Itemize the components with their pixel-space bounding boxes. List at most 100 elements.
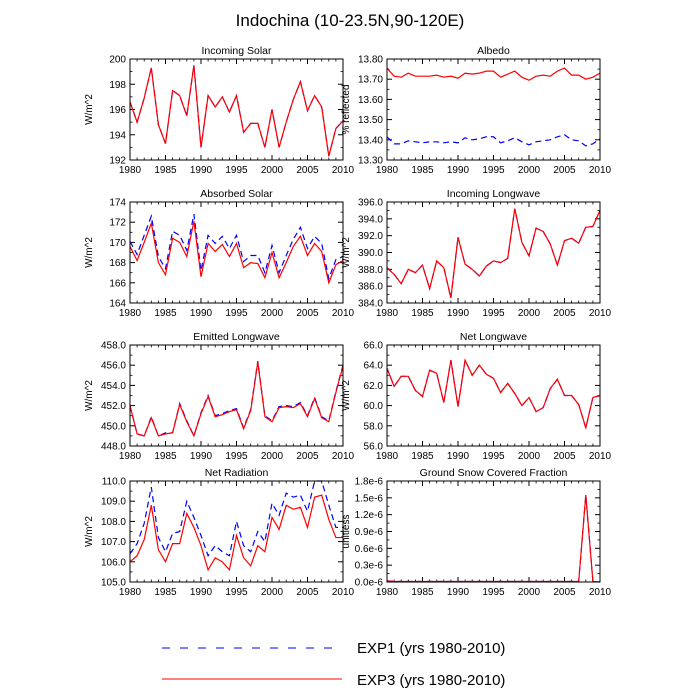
series-line-exp1 <box>386 494 601 583</box>
x-tick-label: 1995 <box>482 451 505 462</box>
x-tick-label: 2010 <box>589 308 612 319</box>
x-tick-label: 1985 <box>411 587 434 598</box>
y-tick-label: 194 <box>109 130 126 141</box>
x-tick-label: 1980 <box>376 165 399 176</box>
x-tick-label: 1995 <box>225 308 248 319</box>
x-tick-label: 1990 <box>190 451 213 462</box>
y-tick-label: 386.0 <box>358 282 383 293</box>
y-axis-label: W/m^2 <box>341 380 352 411</box>
y-tick-label: 168 <box>109 258 126 269</box>
plot-frame <box>386 344 601 447</box>
plot-frame <box>386 58 601 161</box>
series-line-exp3 <box>386 208 601 299</box>
y-tick-label: 13.50 <box>358 115 383 126</box>
panel-net-longwave: Net Longwave W/m^2 1980 1985 1990 1995 2000 200… <box>341 331 612 462</box>
y-axis-label: unitless <box>341 515 352 549</box>
x-tick-label: 2010 <box>589 165 612 176</box>
plot-frame <box>129 201 344 304</box>
y-tick-label: 13.70 <box>358 75 383 86</box>
y-tick-label: 58.0 <box>364 421 384 432</box>
series-line-exp3 <box>386 494 601 583</box>
y-tick-label: 198 <box>109 80 126 91</box>
series-line-exp1 <box>386 208 601 299</box>
y-axis-label: W/m^2 <box>84 380 95 411</box>
y-tick-label: 108.0 <box>101 517 126 528</box>
plot-frame <box>386 201 601 304</box>
y-tick-label: 56.0 <box>364 442 384 453</box>
panel-emitted-longwave: Emitted Longwave W/m^2 1980 1985 1990 1995 200… <box>84 331 355 462</box>
x-tick-label: 2000 <box>518 451 541 462</box>
x-tick-label: 2010 <box>332 165 355 176</box>
y-tick-label: 166 <box>109 278 126 289</box>
series-line-exp3 <box>386 67 601 81</box>
y-tick-label: 448.0 <box>101 442 126 453</box>
y-tick-label: 62.0 <box>364 381 384 392</box>
y-tick-label: 394.0 <box>358 214 383 225</box>
series-line-exp1 <box>386 134 601 147</box>
x-tick-label: 1985 <box>411 308 434 319</box>
panel-title: Albedo <box>477 45 510 57</box>
x-tick-label: 1990 <box>447 451 470 462</box>
y-tick-label: 170 <box>109 238 126 249</box>
panel-ground-snow-covered-fraction: Ground Snow Covered Fraction unitless 1980… <box>341 467 612 598</box>
x-tick-label: 1990 <box>447 587 470 598</box>
x-tick-label: 2000 <box>518 165 541 176</box>
x-tick-label: 2010 <box>332 587 355 598</box>
panel-title: Net Radiation <box>205 467 269 479</box>
x-tick-label: 2000 <box>261 308 284 319</box>
panel-incoming-longwave: Incoming Longwave W/m^2 1980 1985 1990 1995 20… <box>341 188 612 319</box>
y-tick-label: 0.6e-6 <box>355 544 384 555</box>
x-tick-label: 1990 <box>447 308 470 319</box>
x-tick-label: 1990 <box>447 165 470 176</box>
panel-albedo: Albedo % reflected 1980 1985 1990 1995 2000 200… <box>341 45 612 176</box>
y-tick-label: 388.0 <box>358 265 383 276</box>
y-tick-label: 192 <box>109 156 126 167</box>
x-tick-label: 2005 <box>553 308 576 319</box>
y-tick-label: 109.0 <box>101 497 126 508</box>
x-tick-label: 1980 <box>376 308 399 319</box>
legend-label-exp3: EXP3 (yrs 1980-2010) <box>357 672 505 689</box>
x-tick-label: 2005 <box>296 165 319 176</box>
y-tick-label: 0.0e-6 <box>355 578 384 589</box>
y-axis-label: % reflected <box>341 84 352 134</box>
x-tick-label: 2010 <box>332 451 355 462</box>
x-tick-label: 1980 <box>119 451 142 462</box>
x-tick-label: 2005 <box>553 587 576 598</box>
y-tick-label: 1.2e-6 <box>355 510 384 521</box>
y-tick-label: 200 <box>109 55 126 66</box>
y-axis-label: W/m^2 <box>84 94 95 125</box>
y-axis-label: W/m^2 <box>84 516 95 547</box>
panel-title: Net Longwave <box>460 331 527 343</box>
y-tick-label: 456.0 <box>101 361 126 372</box>
x-tick-label: 2005 <box>553 451 576 462</box>
x-tick-label: 1995 <box>225 587 248 598</box>
x-tick-label: 2005 <box>296 451 319 462</box>
series-line-exp3 <box>129 362 344 438</box>
x-tick-label: 2000 <box>261 165 284 176</box>
series-line-exp3 <box>386 358 601 431</box>
y-tick-label: 0.9e-6 <box>355 527 384 538</box>
panel-net-radiation: Net Radiation W/m^2 1980 1985 1990 1995 2000 20… <box>84 467 355 598</box>
y-tick-label: 13.80 <box>358 55 383 66</box>
y-tick-label: 172 <box>109 218 126 229</box>
panel-grid: Incoming Solar W/m^2 1980 1985 1990 1995 2000 2… <box>84 45 612 598</box>
x-tick-label: 2010 <box>332 308 355 319</box>
x-tick-label: 2000 <box>261 451 284 462</box>
x-tick-label: 1980 <box>376 587 399 598</box>
y-tick-label: 1.5e-6 <box>355 493 384 504</box>
x-tick-label: 1985 <box>154 451 177 462</box>
y-tick-label: 458.0 <box>101 341 126 352</box>
x-tick-label: 1995 <box>225 165 248 176</box>
x-tick-label: 1985 <box>154 165 177 176</box>
panel-title: Ground Snow Covered Fraction <box>420 467 568 479</box>
y-axis-label: W/m^2 <box>84 237 95 268</box>
y-tick-label: 454.0 <box>101 381 126 392</box>
y-tick-label: 196 <box>109 105 126 116</box>
panel-incoming-solar: Incoming Solar W/m^2 1980 1985 1990 1995 2000 2… <box>84 45 355 176</box>
plot-frame <box>129 344 344 447</box>
y-tick-label: 13.30 <box>358 156 383 167</box>
plot-frame <box>129 480 344 583</box>
x-tick-label: 2005 <box>296 587 319 598</box>
series-line-exp1 <box>129 65 344 157</box>
